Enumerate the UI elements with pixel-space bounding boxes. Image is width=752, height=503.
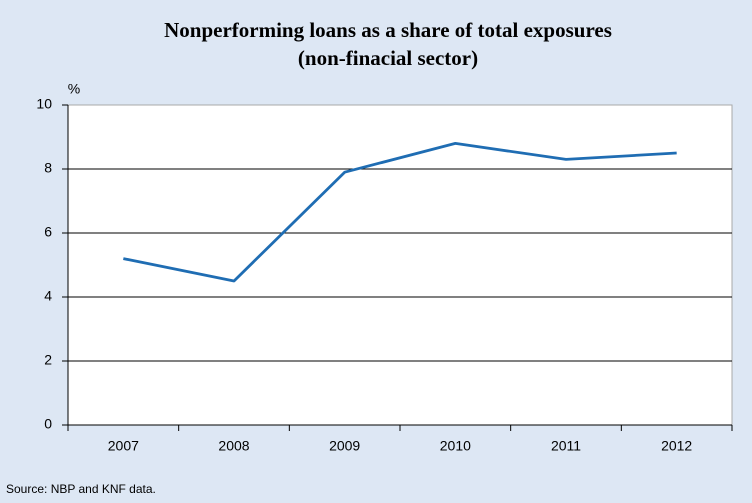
- plot-area: [67, 104, 733, 426]
- source-note: Source: NBP and KNF data.: [6, 482, 156, 496]
- x-tick-label: 2007: [108, 438, 139, 454]
- y-tick-label: 4: [44, 288, 52, 304]
- y-axis-label: %: [68, 81, 80, 97]
- chart-title: Nonperforming loans as a share of total …: [164, 18, 612, 42]
- x-tick-label: 2012: [661, 438, 692, 454]
- y-tick-label: 6: [44, 224, 52, 240]
- x-tick-label: 2009: [329, 438, 360, 454]
- y-tick-label: 0: [44, 416, 52, 432]
- chart-title: (non-finacial sector): [298, 46, 478, 70]
- x-tick-label: 2011: [551, 438, 581, 454]
- data-line: [123, 142, 677, 283]
- y-tick-label: 10: [36, 96, 52, 112]
- x-tick-label: 2010: [440, 438, 471, 454]
- x-tick-label: 2008: [218, 438, 249, 454]
- y-tick-label: 8: [44, 160, 52, 176]
- y-tick-label: 2: [44, 352, 52, 368]
